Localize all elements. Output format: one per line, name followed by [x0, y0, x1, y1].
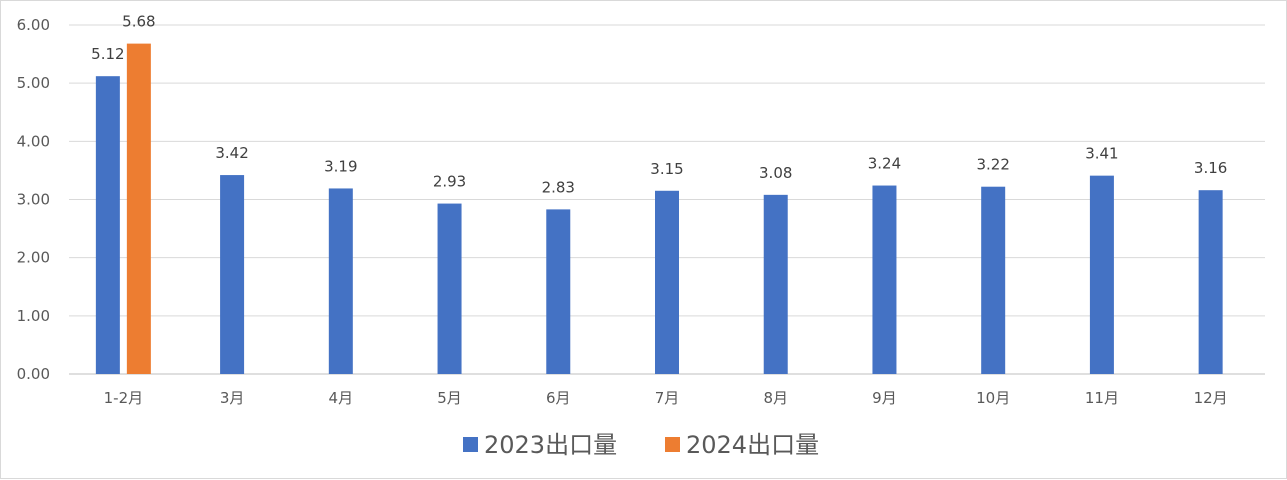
data-label: 5.68 — [122, 13, 155, 31]
x-tick-label: 3月 — [220, 389, 245, 407]
data-label: 3.41 — [1085, 145, 1118, 163]
y-tick-label: 2.00 — [17, 249, 50, 267]
bar — [126, 43, 151, 374]
bars — [95, 43, 1223, 374]
y-tick-label: 4.00 — [17, 132, 50, 150]
bar — [655, 190, 679, 374]
legend-swatch — [463, 437, 478, 452]
y-tick-label: 6.00 — [17, 16, 50, 34]
bar — [95, 76, 120, 374]
x-tick-label: 4月 — [329, 389, 354, 407]
x-tick-label: 5月 — [437, 389, 462, 407]
x-tick-label: 8月 — [763, 389, 788, 407]
data-labels: 5.12 5.68 3.42 3.19 2.93 2.83 3.15 3.08 3.24 3.22… — [91, 13, 1227, 197]
legend: 2023出口量 2024出口量 — [463, 431, 819, 459]
x-tick-label: 7月 — [655, 389, 680, 407]
x-tick-label: 12月 — [1194, 389, 1228, 407]
y-tick-label: 1.00 — [17, 307, 50, 325]
y-tick-label: 5.00 — [17, 74, 50, 92]
data-label: 3.16 — [1194, 159, 1227, 177]
bar — [763, 194, 788, 374]
data-label: 3.22 — [976, 156, 1009, 174]
data-label: 3.15 — [650, 160, 683, 178]
x-tick-label: 6月 — [546, 389, 571, 407]
data-label: 2.83 — [542, 178, 575, 196]
bar — [872, 185, 897, 374]
x-tick-label: 9月 — [872, 389, 897, 407]
legend-label: 2023出口量 — [484, 431, 617, 459]
data-label: 3.24 — [868, 155, 901, 173]
y-tick-label: 0.00 — [17, 365, 50, 383]
bar — [220, 175, 245, 374]
x-axis-ticks: 1-2月 3月 4月 5月 6月 7月 8月 9月 10月 11月 12月 — [104, 389, 1228, 407]
legend-swatch — [665, 437, 680, 452]
data-label: 3.08 — [759, 164, 792, 182]
bar — [981, 186, 1006, 374]
x-tick-label: 1-2月 — [104, 389, 144, 407]
data-label: 2.93 — [433, 173, 466, 191]
y-axis-ticks: 0.00 1.00 2.00 3.00 4.00 5.00 6.00 — [17, 16, 50, 383]
data-label: 5.12 — [91, 45, 124, 63]
bar — [1089, 175, 1114, 374]
bar — [1198, 190, 1223, 374]
bar — [546, 209, 571, 374]
bar — [437, 203, 462, 374]
legend-label: 2024出口量 — [686, 431, 819, 459]
data-label: 3.42 — [215, 144, 248, 162]
y-tick-label: 3.00 — [17, 191, 50, 209]
bar — [328, 188, 353, 374]
x-tick-label: 11月 — [1085, 389, 1119, 407]
x-tick-label: 10月 — [976, 389, 1010, 407]
data-label: 3.19 — [324, 157, 357, 175]
